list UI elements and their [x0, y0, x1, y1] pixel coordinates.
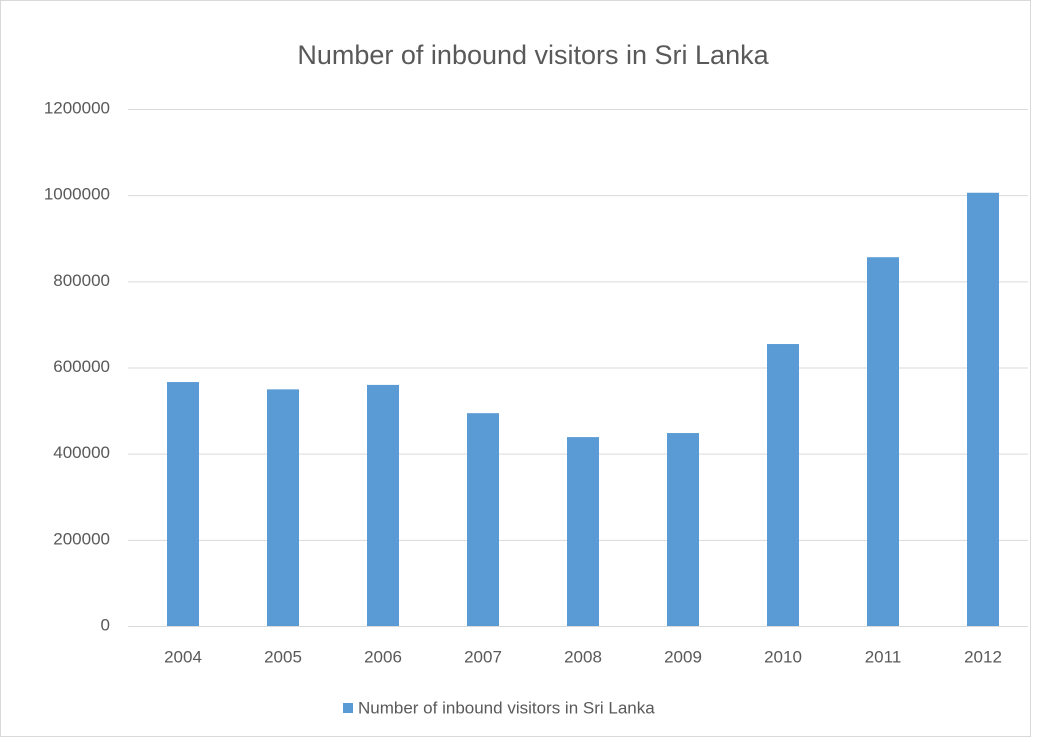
bar: [567, 437, 599, 626]
bar: [767, 344, 799, 626]
chart-title: Number of inbound visitors in Sri Lanka: [297, 40, 769, 70]
x-tick-label: 2010: [764, 647, 802, 666]
x-tick-label: 2004: [164, 647, 202, 666]
x-tick-label: 2005: [264, 647, 302, 666]
y-tick-label: 1200000: [44, 98, 110, 117]
legend-swatch: [343, 703, 353, 713]
bar: [467, 413, 499, 626]
bar: [867, 257, 899, 626]
y-tick-label: 200000: [53, 529, 110, 548]
y-tick-label: 1000000: [44, 185, 110, 204]
y-tick-label: 600000: [53, 357, 110, 376]
bar: [267, 389, 299, 626]
y-tick-label: 400000: [53, 443, 110, 462]
y-tick-label: 0: [101, 615, 110, 634]
bar: [167, 382, 199, 626]
x-tick-label: 2008: [564, 647, 602, 666]
bar: [367, 384, 399, 626]
x-tick-label: 2012: [964, 647, 1002, 666]
x-tick-label: 2009: [664, 647, 702, 666]
legend-label: Number of inbound visitors in Sri Lanka: [358, 698, 655, 717]
bar: [667, 433, 699, 626]
y-tick-label: 800000: [53, 271, 110, 290]
bar: [967, 192, 999, 627]
x-tick-label: 2007: [464, 647, 502, 666]
x-tick-label: 2006: [364, 647, 402, 666]
x-tick-label: 2011: [865, 647, 902, 666]
